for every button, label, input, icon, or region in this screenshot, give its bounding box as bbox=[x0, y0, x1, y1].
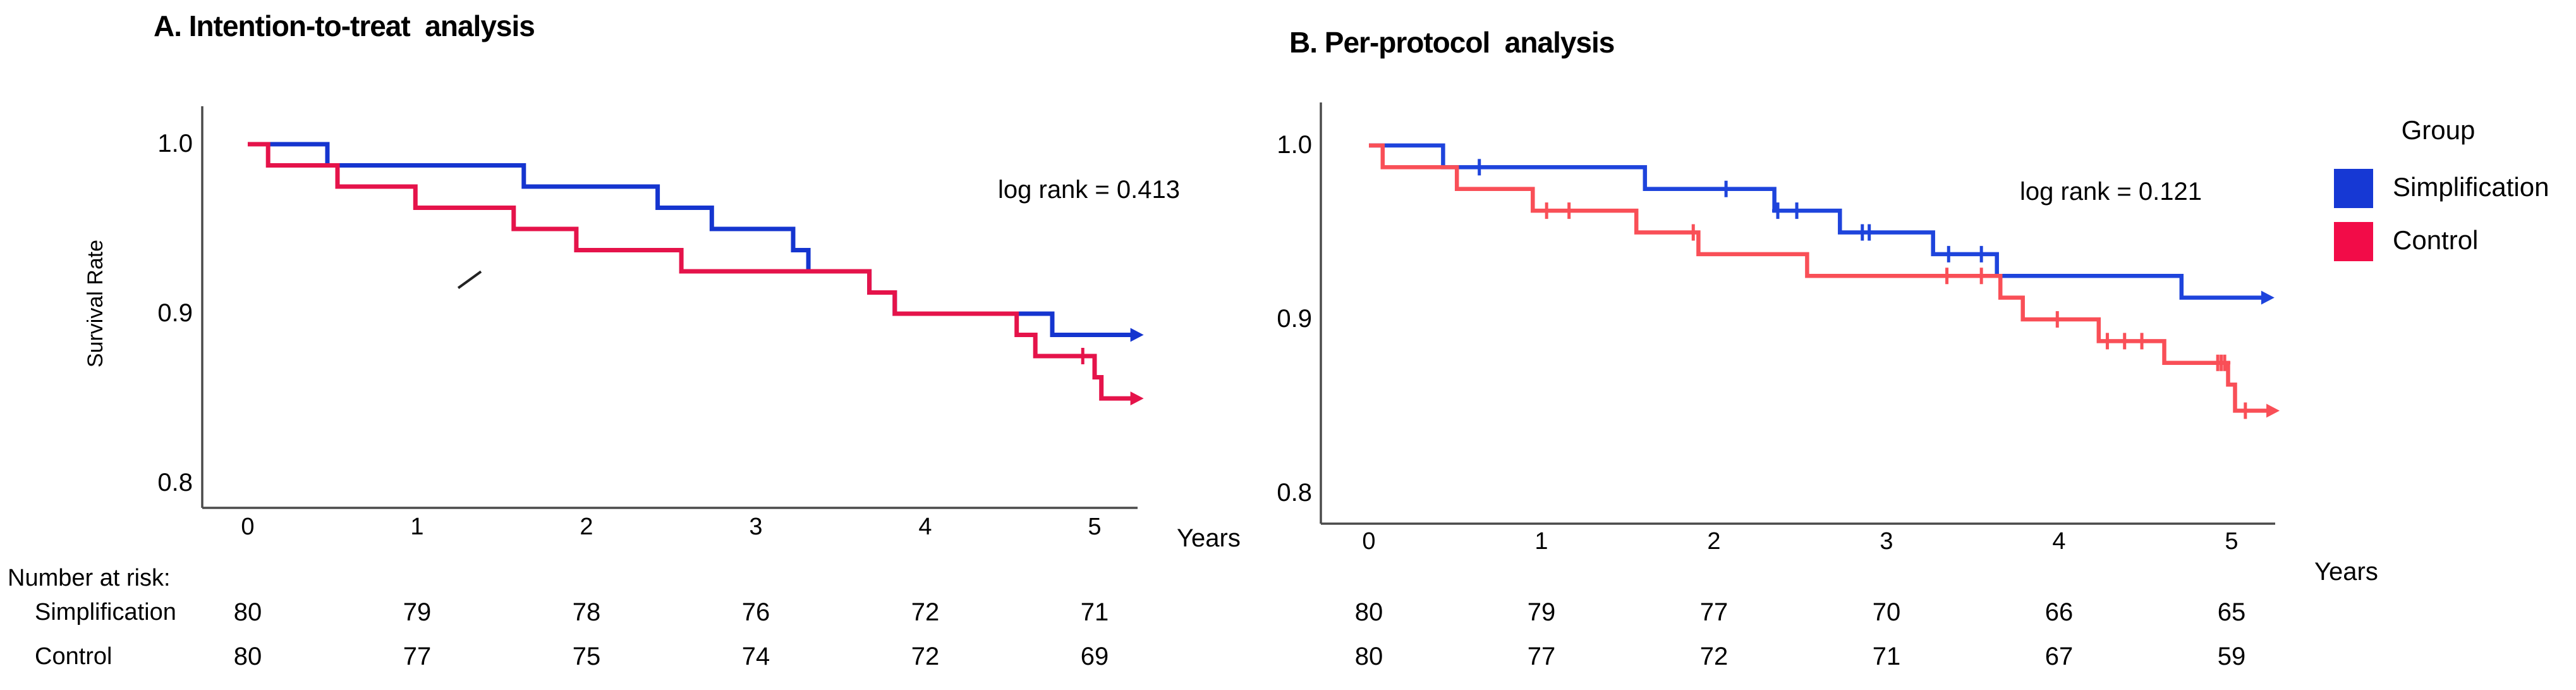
stray-slash-mark bbox=[457, 270, 482, 290]
panel-b-number-at-risk-value: 80 bbox=[1354, 643, 1383, 670]
curve-end-arrow-icon bbox=[2261, 290, 2275, 305]
censor-plus-icon bbox=[2051, 311, 2063, 328]
censor-plus-icon bbox=[2101, 333, 2113, 350]
panel-a-number-at-risk-value: 80 bbox=[233, 643, 262, 670]
panel-b-x-tick-label: 5 bbox=[2225, 528, 2239, 555]
curve-end-arrow-icon bbox=[1130, 328, 1144, 342]
panel-b-x-tick-label: 4 bbox=[2052, 528, 2066, 555]
legend-label-simplification: Simplification bbox=[2393, 172, 2549, 202]
censor-plus-icon bbox=[1720, 180, 1732, 197]
curve-end-arrow-icon bbox=[2266, 404, 2280, 418]
panel-a-number-at-risk-value: 72 bbox=[911, 598, 940, 626]
panel-b-number-at-risk-value: 72 bbox=[1699, 643, 1728, 670]
censor-plus-icon bbox=[1943, 245, 1955, 262]
panel-b-number-at-risk-value: 71 bbox=[1872, 643, 1901, 670]
censor-plus-icon bbox=[1772, 202, 1784, 219]
censor-plus-icon bbox=[2136, 333, 2148, 350]
panel-b-title: B. Per-protocol analysis bbox=[1289, 26, 1615, 59]
panel-a-logrank-annotation: log rank = 0.413 bbox=[998, 176, 1180, 204]
censor-plus-icon bbox=[1791, 202, 1803, 219]
legend-title: Group bbox=[2401, 115, 2476, 145]
curve-end-arrow-icon bbox=[1130, 391, 1144, 405]
censor-plus-icon bbox=[1976, 268, 1988, 285]
panel-a-number-at-risk-value: 80 bbox=[233, 598, 262, 626]
censor-plus-icon bbox=[1473, 159, 1485, 176]
panel-a-number-at-risk-value: 75 bbox=[572, 643, 601, 670]
number-at-risk-heading: Number at risk: bbox=[8, 565, 171, 591]
panel-a-number-at-risk-value: 71 bbox=[1080, 598, 1109, 626]
panel-b-y-tick-label: 1.0 bbox=[1277, 131, 1312, 159]
panel-a-y-tick-label: 1.0 bbox=[157, 130, 193, 157]
panel-b-number-at-risk-value: 65 bbox=[2217, 598, 2246, 626]
panel-a-x-tick-label: 2 bbox=[580, 514, 593, 540]
censor-marks-simplification-panel-b bbox=[1473, 159, 1988, 262]
nar-row-label-simplification: Simplification bbox=[35, 599, 176, 625]
censor-marks-control-panel-a bbox=[1077, 348, 1089, 364]
panel-b-x-tick-label: 0 bbox=[1362, 528, 1376, 555]
panel-a-x-tick-label: 3 bbox=[749, 514, 763, 540]
panel-a-y-tick-label: 0.9 bbox=[157, 299, 193, 327]
panel-b-number-at-risk-value: 77 bbox=[1527, 643, 1556, 670]
panel-b-number-at-risk-value: 77 bbox=[1699, 598, 1728, 626]
panel-b-number-at-risk-value: 80 bbox=[1354, 598, 1383, 626]
censor-plus-icon bbox=[2239, 402, 2251, 419]
panel-a-x-tick-label: 0 bbox=[241, 514, 255, 540]
panel-a-y-axis-label: Survival Rate bbox=[83, 239, 107, 368]
censor-plus-icon bbox=[2118, 333, 2130, 350]
censor-plus-icon bbox=[1863, 224, 1875, 241]
panel-a-number-at-risk-value: 76 bbox=[741, 598, 770, 626]
panel-b-x-tick-label: 1 bbox=[1534, 528, 1548, 555]
panel-a-x-tick-label: 1 bbox=[410, 514, 424, 540]
panel-a-axes bbox=[201, 106, 1138, 509]
panel-b-y-tick-label: 0.8 bbox=[1277, 479, 1312, 507]
panel-a-x-axis-label: Years bbox=[1177, 524, 1241, 552]
panel-a-y-tick-label: 0.8 bbox=[157, 469, 193, 496]
km-curve-simplification-panel-b bbox=[1369, 143, 2264, 300]
panel-a-x-tick-label: 4 bbox=[918, 514, 932, 540]
censor-marks-control-panel-b bbox=[1541, 202, 2251, 419]
panel-a-number-at-risk-value: 79 bbox=[403, 598, 432, 626]
legend-swatch-simplification bbox=[2334, 169, 2373, 208]
censor-plus-icon bbox=[1976, 245, 1988, 262]
legend-swatch-control bbox=[2334, 222, 2373, 261]
panel-b-number-at-risk-value: 66 bbox=[2044, 598, 2074, 626]
legend-label-control: Control bbox=[2393, 225, 2479, 255]
panel-b-logrank-annotation: log rank = 0.121 bbox=[2020, 178, 2202, 206]
panel-b-x-tick-label: 3 bbox=[1880, 528, 1893, 555]
censor-plus-icon bbox=[1563, 202, 1575, 219]
censor-plus-icon bbox=[2219, 354, 2231, 371]
censor-plus-icon bbox=[1687, 224, 1699, 241]
panel-a-x-tick-label: 5 bbox=[1088, 514, 1102, 540]
panel-a-number-at-risk-value: 72 bbox=[911, 643, 940, 670]
panel-b-y-tick-label: 0.9 bbox=[1277, 305, 1312, 333]
panel-b-number-at-risk-value: 59 bbox=[2217, 643, 2246, 670]
panel-b-number-at-risk-value: 67 bbox=[2044, 643, 2074, 670]
nar-row-label-control: Control bbox=[35, 643, 112, 670]
panel-a-number-at-risk-value: 74 bbox=[741, 643, 770, 670]
panel-b-number-at-risk-value: 70 bbox=[1872, 598, 1901, 626]
panel-a-title: A. Intention-to-treat analysis bbox=[154, 9, 535, 42]
censor-plus-icon bbox=[1541, 202, 1553, 219]
panel-a-number-at-risk-value: 78 bbox=[572, 598, 601, 626]
censor-plus-icon bbox=[1077, 348, 1089, 364]
panel-b-x-tick-label: 2 bbox=[1707, 528, 1721, 555]
panel-b-number-at-risk-value: 79 bbox=[1527, 598, 1556, 626]
panel-a-number-at-risk-value: 77 bbox=[403, 643, 432, 670]
panel-a-number-at-risk-value: 69 bbox=[1080, 643, 1109, 670]
panel-b-axes bbox=[1320, 102, 2275, 525]
panel-b-x-axis-label: Years bbox=[2314, 558, 2378, 586]
censor-plus-icon bbox=[1941, 268, 1953, 285]
